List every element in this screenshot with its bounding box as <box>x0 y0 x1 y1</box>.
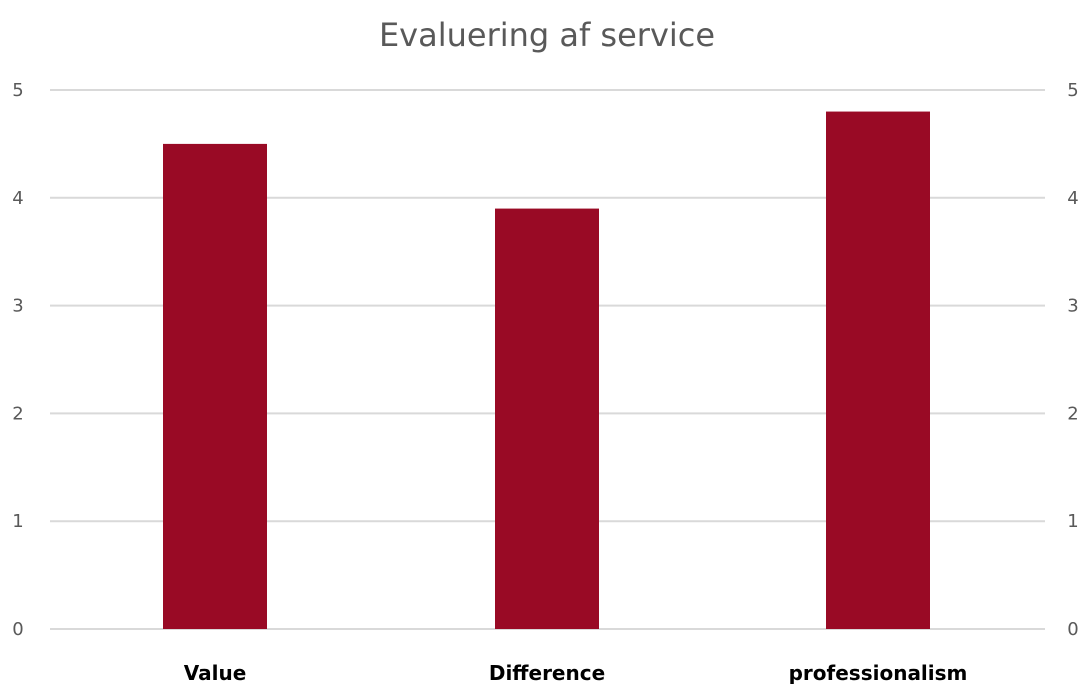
y-tick-label-right: 1 <box>1067 511 1078 532</box>
y-axis-left: 0 1 2 3 4 5 <box>12 80 23 640</box>
bars <box>163 111 930 629</box>
y-tick-label-right: 0 <box>1067 619 1078 640</box>
y-tick-label-left: 0 <box>12 619 23 640</box>
y-tick-label-right: 4 <box>1067 188 1078 209</box>
y-tick-label-right: 2 <box>1067 403 1078 424</box>
y-tick-label-left: 1 <box>12 511 23 532</box>
y-tick-label-left: 2 <box>12 403 23 424</box>
bar-value <box>163 143 267 629</box>
y-tick-label-right: 5 <box>1067 80 1078 101</box>
y-axis-right: 0 1 2 3 4 5 <box>1067 80 1078 640</box>
bar-difference <box>495 208 599 629</box>
y-tick-label-left: 5 <box>12 80 23 101</box>
y-tick-label-left: 4 <box>12 188 23 209</box>
x-category-label: professionalism <box>789 661 968 684</box>
x-category-label: Value <box>184 661 247 684</box>
y-tick-label-right: 3 <box>1067 296 1078 317</box>
x-category-label: Difference <box>489 661 605 684</box>
y-tick-label-left: 3 <box>12 296 23 317</box>
chart-title: Evaluering af service <box>379 16 715 54</box>
bar-professionalism <box>826 111 930 629</box>
x-axis: Value Difference professionalism <box>184 661 968 684</box>
